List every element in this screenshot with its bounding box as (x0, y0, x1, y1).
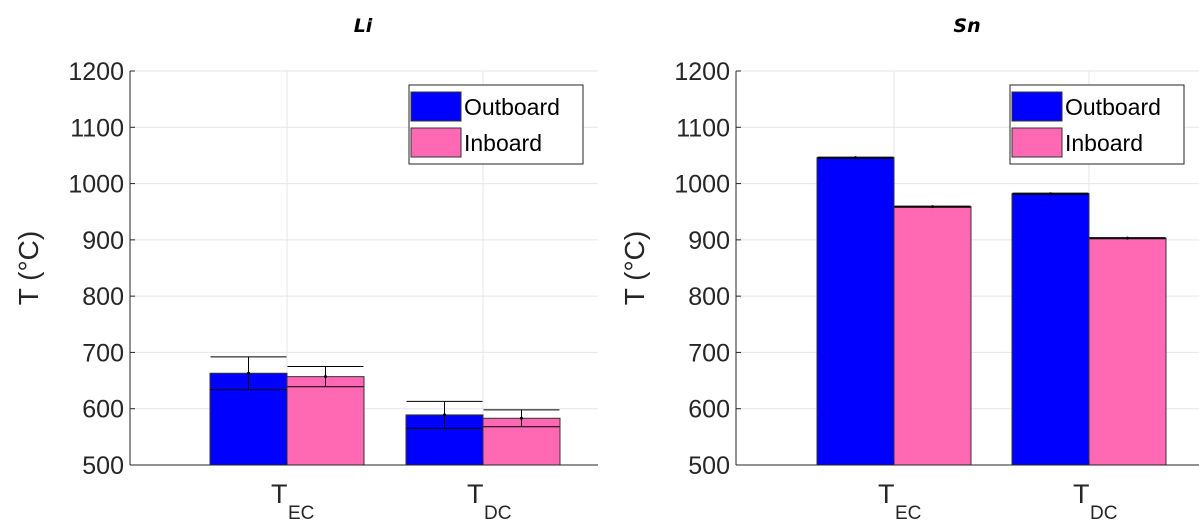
bar-inboard-ec (893, 206, 972, 466)
error-bar (1012, 192, 1089, 196)
legend-swatch-inboard (410, 127, 462, 158)
y-tick-label: 800 (82, 283, 124, 311)
x-tick-label-main: T (271, 479, 288, 509)
chart-title: Sn (953, 15, 980, 37)
y-tick-label: 700 (82, 339, 124, 367)
error-bar (287, 366, 364, 388)
error-bar (1089, 236, 1166, 240)
x-tick-label-ec: TEC (271, 479, 314, 524)
error-bar (406, 400, 483, 429)
y-axis-label: T (°C) (13, 231, 44, 305)
y-tick-label: 1200 (674, 58, 730, 86)
y-tick-label: 700 (688, 339, 730, 367)
bar-inboard-ec (286, 376, 365, 466)
x-tick-label-dc: TDC (467, 479, 511, 524)
y-tick-label: 1100 (70, 114, 124, 142)
x-tick-label-main: T (878, 479, 895, 509)
x-tick-label-sub: DC (1090, 503, 1117, 524)
legend-label-inboard: Inboard (1065, 130, 1143, 156)
x-tick-label-dc: TDC (1073, 479, 1117, 524)
y-tick-label: 1100 (676, 114, 730, 142)
y-tick-label: 500 (82, 452, 124, 480)
x-tick-label-sub: DC (484, 503, 511, 524)
x-tick-label-sub: EC (895, 503, 921, 524)
chart-title: Li (354, 15, 373, 37)
legend-label-inboard: Inboard (464, 130, 542, 156)
y-tick-label: 800 (688, 283, 730, 311)
y-tick-label: 900 (82, 227, 124, 255)
x-tick-label-ec: TEC (878, 479, 921, 524)
legend-label-outboard: Outboard (464, 94, 560, 120)
y-tick-label: 1000 (68, 171, 124, 199)
y-tick-label: 500 (688, 452, 730, 480)
x-tick-label-main: T (1073, 479, 1090, 509)
y-axis-label: T (°C) (619, 231, 650, 305)
legend-label-outboard: Outboard (1065, 94, 1161, 120)
bar-inboard-dc (1088, 237, 1167, 466)
y-tick-label: 900 (688, 227, 730, 255)
error-bar (483, 409, 560, 428)
y-tick-label: 1000 (674, 171, 730, 199)
legend-swatch-inboard (1011, 127, 1063, 158)
y-tick-label: 600 (82, 396, 124, 424)
legend-swatch-outboard (1011, 91, 1063, 122)
y-tick-label: 1200 (68, 58, 124, 86)
legend-swatch-outboard (410, 91, 462, 122)
error-bar (894, 205, 971, 209)
x-tick-label-sub: EC (288, 503, 314, 524)
y-tick-label: 600 (688, 396, 730, 424)
bar-outboard-ec (816, 157, 895, 466)
bar-outboard-dc (1011, 193, 1090, 466)
error-bar (210, 356, 287, 391)
x-tick-label-main: T (467, 479, 484, 509)
error-bar (817, 156, 894, 160)
legend: Outboard Inboard (1009, 84, 1185, 165)
legend: Outboard Inboard (408, 84, 584, 165)
